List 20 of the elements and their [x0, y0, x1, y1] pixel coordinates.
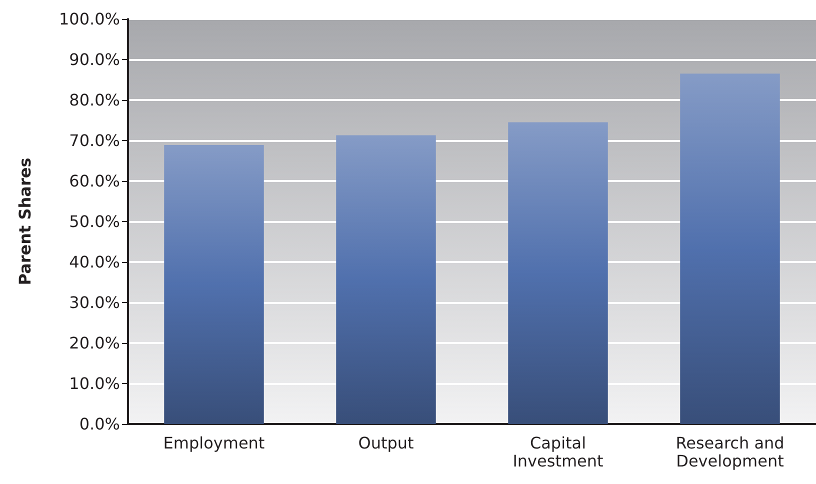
bar — [164, 144, 264, 424]
y-tick-label: 60.0% — [69, 172, 120, 190]
y-tick-label: 90.0% — [69, 50, 120, 69]
x-tick-label: Employment — [163, 434, 265, 452]
y-tick-label: 70.0% — [69, 131, 120, 150]
y-tick-label: 80.0% — [69, 90, 120, 110]
bar — [336, 135, 436, 424]
y-tick-label: 10.0% — [69, 374, 120, 393]
y-tick-label: 50.0% — [69, 212, 120, 231]
y-tick-label: 40.0% — [69, 252, 120, 272]
x-tick-label: Capital Investment — [512, 434, 604, 470]
bar — [680, 74, 780, 424]
x-tick-label: Research and Development — [676, 434, 784, 470]
y-tick-label: 30.0% — [69, 293, 120, 312]
bar — [508, 122, 608, 424]
y-tick-label: 20.0% — [69, 334, 120, 352]
x-tick-label: Output — [358, 434, 414, 452]
y-tick-label: 0.0% — [79, 414, 120, 434]
y-tick-label: 100.0% — [58, 10, 120, 28]
y-axis-title: Parent Shares — [16, 158, 34, 286]
